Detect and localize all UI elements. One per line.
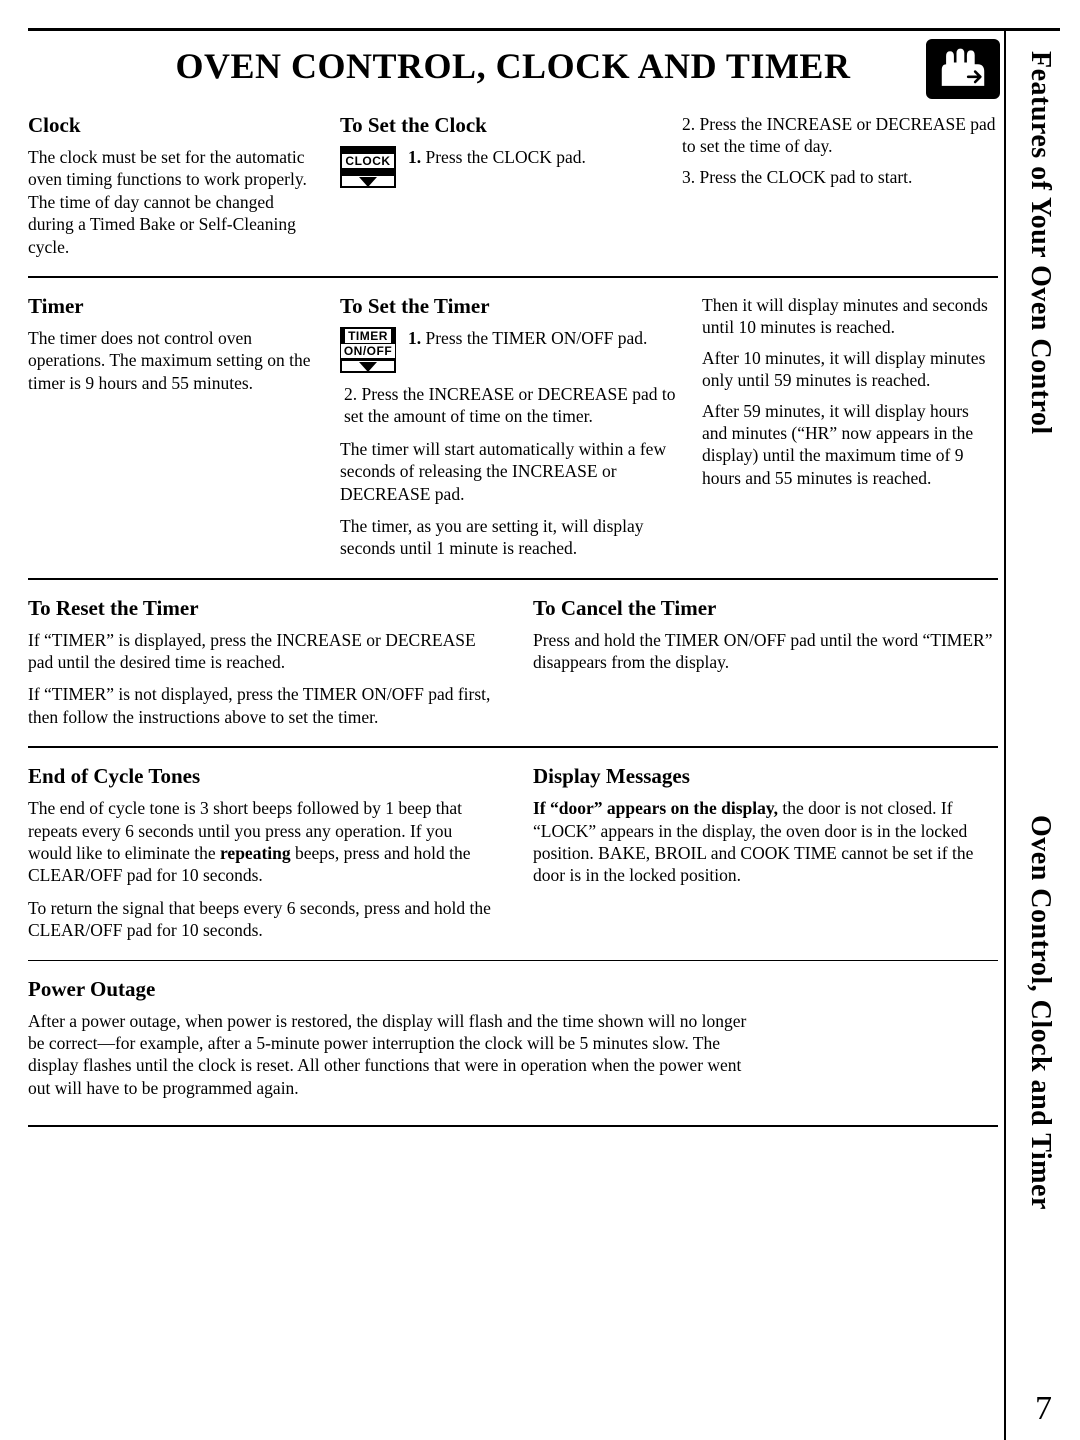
outage-heading: Power Outage xyxy=(28,977,748,1002)
side-tabs: Features of Your Oven Control Oven Contr… xyxy=(1004,28,1060,1440)
hand-icon xyxy=(937,47,989,91)
set-timer-right3: After 59 minutes, it will display hours … xyxy=(702,400,998,490)
timer-body: The timer does not control oven operatio… xyxy=(28,327,318,394)
section-reset-cancel: To Reset the Timer If “TIMER” is display… xyxy=(28,596,998,729)
outage-p1: After a power outage, when power is rest… xyxy=(28,1010,748,1100)
display-p1: If “door” appears on the display, the do… xyxy=(533,797,998,887)
timer-heading: Timer xyxy=(28,294,318,319)
display-heading: Display Messages xyxy=(533,764,998,789)
set-timer-para1: The timer will start automatically withi… xyxy=(340,438,680,505)
clock-heading: Clock xyxy=(28,113,318,138)
section-timer: Timer The timer does not control oven op… xyxy=(28,294,998,560)
cancel-p1: Press and hold the TIMER ON/OFF pad unti… xyxy=(533,629,998,674)
eoc-p2: To return the signal that beeps every 6 … xyxy=(28,897,493,942)
reset-p2: If “TIMER” is not displayed, press the T… xyxy=(28,683,493,728)
set-timer-right1: Then it will display minutes and seconds… xyxy=(702,294,998,339)
brand-logo xyxy=(926,39,1000,99)
divider xyxy=(28,1125,998,1127)
eoc-heading: End of Cycle Tones xyxy=(28,764,493,789)
set-timer-para2: The timer, as you are setting it, will d… xyxy=(340,515,680,560)
section-clock: Clock The clock must be set for the auto… xyxy=(28,113,998,258)
page-body: OVEN CONTROL, CLOCK AND TIMER Clock The … xyxy=(28,28,1004,1440)
set-clock-step1: 1. Press the CLOCK pad. xyxy=(408,146,586,168)
display-bold-lead: If “door” appears on the display, xyxy=(533,798,778,818)
timer-pad-label2: ON/OFF xyxy=(341,344,395,358)
reset-p1: If “TIMER” is displayed, press the INCRE… xyxy=(28,629,493,674)
cancel-heading: To Cancel the Timer xyxy=(533,596,998,621)
clock-body: The clock must be set for the automatic … xyxy=(28,146,318,258)
set-timer-step2: 2. Press the INCREASE or DECREASE pad to… xyxy=(340,383,680,428)
timer-pad-icon: TIMERON/OFF xyxy=(340,327,398,373)
set-timer-heading: To Set the Timer xyxy=(340,294,680,319)
reset-heading: To Reset the Timer xyxy=(28,596,493,621)
divider xyxy=(28,578,998,580)
set-timer-right2: After 10 minutes, it will display minute… xyxy=(702,347,998,392)
side-label-2: Oven Control, Clock and Timer xyxy=(1012,815,1056,1210)
set-clock-step3: 3. Press the CLOCK pad to start. xyxy=(682,166,998,188)
step-number: 1. xyxy=(408,328,421,348)
step-text: Press the CLOCK pad. xyxy=(426,147,586,167)
timer-pad-label1: TIMER xyxy=(345,329,391,343)
set-clock-step2: 2. Press the INCREASE or DECREASE pad to… xyxy=(682,113,998,158)
section-outage: Power Outage After a power outage, when … xyxy=(28,977,748,1100)
side-label-1: Features of Your Oven Control xyxy=(1012,51,1056,435)
clock-pad-label: CLOCK xyxy=(342,154,393,168)
eoc-p1: The end of cycle tone is 3 short beeps f… xyxy=(28,797,493,887)
divider xyxy=(28,276,998,278)
step-text: Press the TIMER ON/OFF pad. xyxy=(426,328,648,348)
step-number: 1. xyxy=(408,147,421,167)
set-clock-heading: To Set the Clock xyxy=(340,113,660,138)
page-title: OVEN CONTROL, CLOCK AND TIMER xyxy=(28,45,998,87)
set-timer-step1: 1. Press the TIMER ON/OFF pad. xyxy=(408,327,647,349)
divider xyxy=(28,746,998,748)
clock-pad-icon: CLOCK xyxy=(340,146,398,188)
divider xyxy=(28,960,998,961)
page-number: 7 xyxy=(1012,1390,1056,1428)
section-eoc-display: End of Cycle Tones The end of cycle tone… xyxy=(28,764,998,941)
